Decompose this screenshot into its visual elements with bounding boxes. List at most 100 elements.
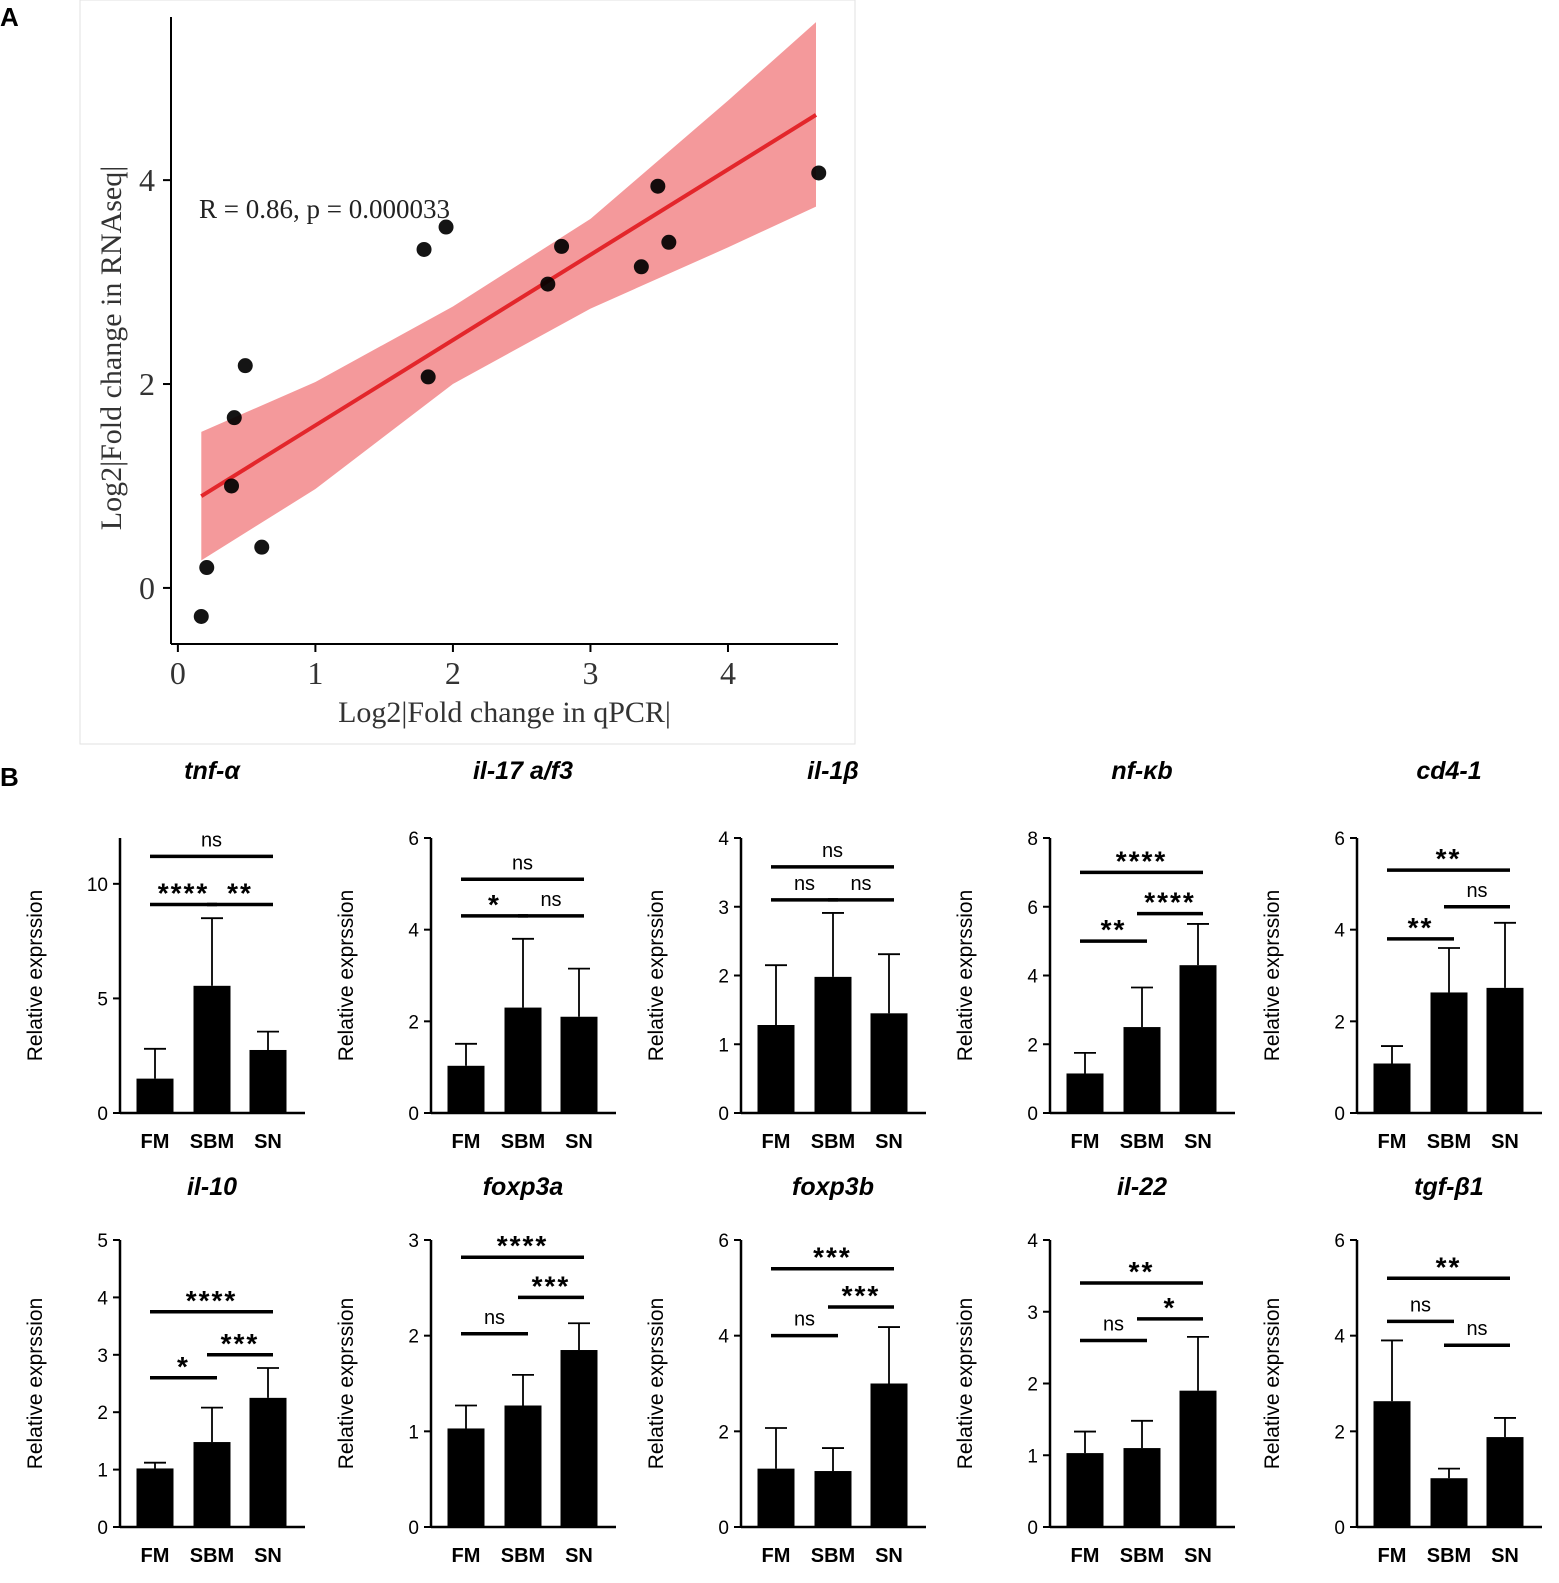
bar — [870, 1013, 908, 1113]
bar — [757, 1025, 795, 1113]
significance-label: ** — [1101, 914, 1127, 945]
bar-y-tick-label: 2 — [718, 967, 729, 988]
significance-label: *** — [532, 1270, 571, 1301]
significance-label: ns — [484, 1307, 505, 1329]
bar-chart-ylabel: Relative exprssion — [954, 890, 977, 1062]
bar — [1430, 1478, 1468, 1527]
panel-b-label: B — [0, 762, 19, 792]
x-axis-label: Log2|Fold change in qPCR| — [338, 696, 671, 729]
bar-y-tick-label: 10 — [87, 875, 108, 896]
scatter-point-6 — [416, 241, 432, 257]
category-label: FM — [1071, 1131, 1100, 1153]
category-label: FM — [452, 1131, 481, 1153]
bar — [1066, 1073, 1104, 1113]
significance-label: ns — [1103, 1313, 1124, 1335]
bar-chart-title: foxp3a — [483, 1173, 564, 1201]
bar — [249, 1049, 287, 1113]
correlation-annotation: R = 0.86, p = 0.000033 — [199, 194, 450, 224]
bar — [1430, 992, 1468, 1113]
category-label: FM — [452, 1545, 481, 1567]
bar-y-tick-label: 6 — [1334, 1231, 1345, 1252]
bar-y-tick-label: 0 — [408, 1104, 419, 1125]
significance-label: ** — [1408, 912, 1434, 943]
category-label: SBM — [501, 1545, 545, 1567]
category-label: SN — [254, 1545, 282, 1567]
significance-label: *** — [813, 1242, 852, 1273]
category-label: SBM — [1120, 1545, 1164, 1567]
bar-y-tick-label: 4 — [1334, 921, 1345, 942]
bar — [136, 1078, 174, 1113]
category-label: SN — [875, 1545, 903, 1567]
category-label: SBM — [1120, 1131, 1164, 1153]
scatter-point-5 — [254, 539, 270, 555]
category-label: SBM — [811, 1545, 855, 1567]
scatter-point-12 — [650, 178, 666, 194]
bar-y-tick-label: 0 — [718, 1518, 729, 1539]
significance-label: ** — [1129, 1256, 1155, 1287]
category-label: FM — [1071, 1545, 1100, 1567]
bar-y-tick-label: 0 — [1334, 1518, 1345, 1539]
category-label: SN — [565, 1131, 593, 1153]
bar-y-tick-label: 4 — [718, 1327, 729, 1348]
bar-y-tick-label: 3 — [97, 1346, 108, 1367]
bar-y-tick-label: 4 — [1027, 1231, 1038, 1252]
bar — [560, 1016, 598, 1113]
category-label: SN — [1491, 1131, 1519, 1153]
significance-label: **** — [186, 1285, 238, 1316]
bar — [1179, 965, 1217, 1113]
category-label: FM — [1378, 1545, 1407, 1567]
category-label: FM — [762, 1131, 791, 1153]
bar — [1123, 1448, 1161, 1527]
category-label: SN — [565, 1545, 593, 1567]
bar-y-tick-label: 6 — [718, 1231, 729, 1252]
y-tick-label: 0 — [139, 570, 155, 606]
bar-chart-title: foxp3b — [792, 1173, 874, 1201]
bar-y-tick-label: 3 — [408, 1231, 419, 1252]
bar-chart-title: il-10 — [187, 1173, 237, 1201]
bar — [504, 1007, 542, 1113]
category-label: SN — [1184, 1131, 1212, 1153]
significance-label: *** — [842, 1280, 881, 1311]
significance-label: * — [177, 1351, 190, 1382]
y-tick-label: 4 — [139, 162, 155, 198]
bar — [447, 1428, 485, 1527]
bar — [560, 1350, 598, 1527]
significance-label: ns — [1466, 880, 1487, 902]
bar-chart-title: il-17 a/f3 — [473, 757, 573, 785]
panel-a-label: A — [0, 2, 19, 32]
panel-a-frame — [79, 0, 856, 745]
bar-chart-ylabel: Relative exprssion — [1261, 1298, 1284, 1470]
scatter-point-7 — [420, 369, 436, 385]
bar-y-tick-label: 2 — [1027, 1375, 1038, 1396]
significance-label: **** — [1116, 845, 1168, 876]
significance-label: * — [488, 889, 501, 920]
bar-y-tick-label: 6 — [1027, 898, 1038, 919]
bar-chart-ylabel: Relative exprssion — [645, 1298, 668, 1470]
scatter-point-1 — [199, 560, 215, 576]
bar-chart-ylabel: Relative exprssion — [24, 890, 47, 1062]
bar-y-tick-label: 0 — [718, 1104, 729, 1125]
bar-y-tick-label: 2 — [1334, 1012, 1345, 1033]
significance-label: **** — [158, 877, 210, 908]
bar-y-tick-label: 1 — [97, 1461, 108, 1482]
bar-y-tick-label: 2 — [97, 1403, 108, 1424]
bar — [1373, 1063, 1411, 1113]
bar-y-tick-label: 6 — [408, 829, 419, 850]
confidence-band — [201, 22, 817, 561]
bar-y-tick-label: 2 — [408, 1012, 419, 1033]
significance-label: ** — [227, 877, 253, 908]
y-axis-label: Log2|Fold change in RNAseq| — [95, 166, 128, 530]
bar-chart-8: il-22 Relative exprssion 0 1 2 3 4 FM SBM SN ** ns * — [954, 1173, 1235, 1567]
significance-label: ns — [540, 889, 561, 911]
significance-label: ns — [1410, 1294, 1431, 1316]
bar-y-tick-label: 5 — [97, 1231, 108, 1252]
bar-y-tick-label: 0 — [1027, 1518, 1038, 1539]
bar — [757, 1468, 795, 1527]
bar-y-tick-label: 0 — [408, 1518, 419, 1539]
significance-label: ** — [1436, 1251, 1462, 1282]
